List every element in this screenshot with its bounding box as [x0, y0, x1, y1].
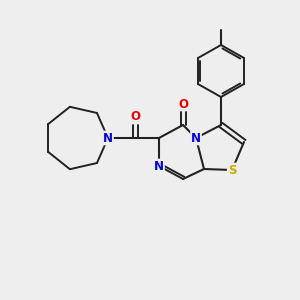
Text: O: O: [130, 110, 140, 124]
Text: N: N: [103, 131, 113, 145]
Text: N: N: [191, 131, 201, 145]
Text: N: N: [154, 160, 164, 172]
Text: O: O: [178, 98, 188, 110]
Text: S: S: [228, 164, 236, 176]
